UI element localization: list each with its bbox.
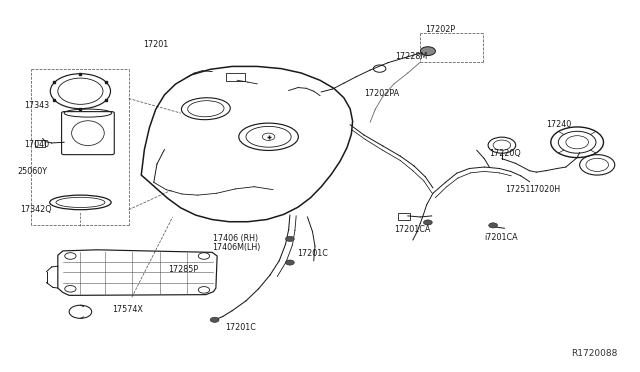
Text: 17240: 17240 xyxy=(546,119,571,128)
Text: 17406M(LH): 17406M(LH) xyxy=(212,244,260,253)
Text: 17202P: 17202P xyxy=(426,25,456,34)
Text: 17040: 17040 xyxy=(24,140,49,148)
Text: R1720088: R1720088 xyxy=(572,349,618,358)
Text: 17574X: 17574X xyxy=(112,305,143,314)
Circle shape xyxy=(424,220,432,225)
Text: 17202PA: 17202PA xyxy=(364,89,399,97)
Text: i7201CA: i7201CA xyxy=(484,232,518,241)
Text: 17020H: 17020H xyxy=(529,185,561,194)
Text: 17406 (RH): 17406 (RH) xyxy=(213,234,259,243)
Text: 17201C: 17201C xyxy=(298,249,328,258)
Circle shape xyxy=(489,223,497,228)
Circle shape xyxy=(285,260,294,265)
Circle shape xyxy=(420,47,435,55)
Text: 17342Q: 17342Q xyxy=(20,205,52,214)
Text: 17228M: 17228M xyxy=(396,52,428,61)
Text: 17251: 17251 xyxy=(506,185,531,194)
Circle shape xyxy=(285,236,294,241)
Text: 17201: 17201 xyxy=(143,40,168,49)
Text: 17201C: 17201C xyxy=(225,323,255,332)
Circle shape xyxy=(211,317,219,323)
Text: 17201CA: 17201CA xyxy=(394,225,430,234)
Text: 17343: 17343 xyxy=(24,101,49,110)
Text: 25060Y: 25060Y xyxy=(18,167,48,176)
Text: 17285P: 17285P xyxy=(168,265,198,274)
Text: 17220Q: 17220Q xyxy=(490,149,521,158)
